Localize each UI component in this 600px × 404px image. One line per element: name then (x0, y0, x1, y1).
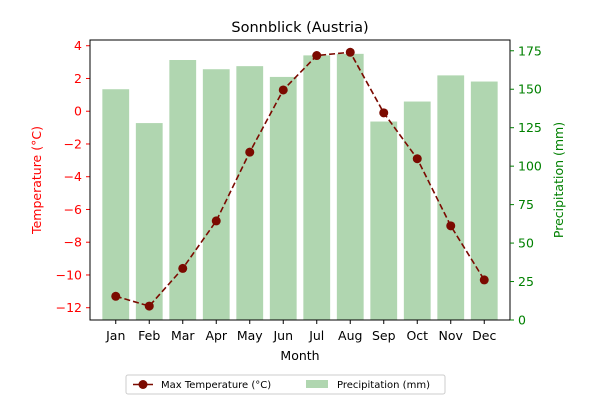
legend-marker-swatch (138, 380, 148, 389)
y-axis-label-right: Precipitation (mm) (551, 122, 566, 238)
y-tick-label-right: 150 (518, 82, 542, 97)
temperature-point (178, 263, 188, 273)
precipitation-bar (102, 89, 130, 320)
x-tick-label: Jul (308, 328, 324, 343)
temperature-point (379, 108, 389, 118)
y-tick-label-right: 75 (518, 197, 534, 212)
x-axis: Jan Feb Mar Apr May Jun Jul Aug Sep Oct Nov Dec (105, 320, 496, 343)
legend-label-precipitation: Precipitation (mm) (337, 380, 430, 391)
temperature-point (245, 147, 255, 157)
y-axis-label-left: Temperature (°C) (29, 126, 44, 235)
x-axis-label: Month (280, 348, 319, 363)
y-tick-label-left: 0 (74, 104, 82, 119)
line-layer (111, 47, 489, 311)
y-tick-label-left: −2 (64, 136, 82, 151)
y-axis-right: 0 25 50 75 100 125 150 175 (510, 43, 542, 328)
precipitation-bar (269, 76, 297, 320)
y-tick-label-right: 100 (518, 159, 542, 174)
temperature-point (111, 291, 121, 301)
x-tick-label: Dec (472, 328, 496, 343)
chart-title: Sonnblick (Austria) (231, 20, 368, 36)
precipitation-bar (336, 53, 364, 320)
y-tick-label-left: 4 (74, 38, 82, 53)
precipitation-bar (437, 75, 465, 320)
precipitation-bar (135, 123, 163, 320)
temperature-point (345, 47, 355, 57)
legend: Max Temperature (°C) Precipitation (mm) (125, 374, 446, 395)
y-tick-label-right: 25 (518, 274, 534, 289)
precipitation-bar (169, 60, 197, 320)
legend-frame (125, 374, 446, 395)
precipitation-bar (370, 121, 398, 321)
y-axis-left: −12 −10 −8 −6 −4 −2 0 2 4 (56, 38, 91, 320)
x-tick-label: Sep (372, 328, 396, 343)
temperature-point (412, 154, 422, 164)
x-tick-label: Nov (439, 328, 464, 343)
x-tick-label: Apr (205, 328, 227, 343)
y-tick-label-right: 50 (518, 236, 534, 251)
x-tick-label: Mar (171, 328, 195, 343)
y-tick-label-left: −10 (56, 267, 82, 282)
temperature-point (312, 51, 322, 61)
x-tick-label: May (237, 328, 263, 343)
temperature-line (115, 51, 485, 307)
y-tick-label-left: −4 (64, 169, 82, 184)
y-tick-label-left: 2 (74, 71, 82, 86)
y-tick-label-right: 175 (518, 43, 542, 58)
temperature-point (446, 221, 456, 231)
y-tick-label-left: −12 (56, 300, 82, 315)
legend-bar-swatch (306, 380, 328, 388)
x-tick-label: Jun (272, 328, 293, 343)
temperature-point (144, 301, 154, 311)
precipitation-bar (303, 55, 331, 321)
legend-label-temperature: Max Temperature (°C) (161, 380, 271, 391)
y-tick-label-left: −8 (64, 235, 82, 250)
y-tick-label-right: 125 (518, 120, 542, 135)
x-tick-label: Feb (138, 328, 160, 343)
temperature-point (278, 85, 288, 95)
x-tick-label: Oct (406, 328, 428, 343)
x-tick-label: Jan (105, 328, 125, 343)
x-tick-label: Aug (338, 328, 362, 343)
y-tick-label-left: −6 (64, 202, 82, 217)
precipitation-bar (236, 66, 264, 321)
precipitation-bar (202, 69, 230, 320)
precipitation-bar (403, 101, 431, 321)
temperature-point (479, 275, 489, 285)
bars-layer (102, 53, 498, 321)
y-tick-label-right: 0 (518, 313, 526, 328)
temperature-point (211, 216, 221, 226)
